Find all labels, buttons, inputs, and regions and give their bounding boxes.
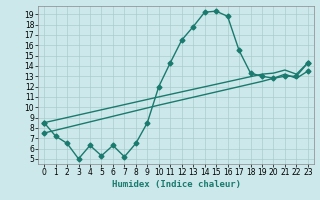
X-axis label: Humidex (Indice chaleur): Humidex (Indice chaleur) [111,180,241,189]
